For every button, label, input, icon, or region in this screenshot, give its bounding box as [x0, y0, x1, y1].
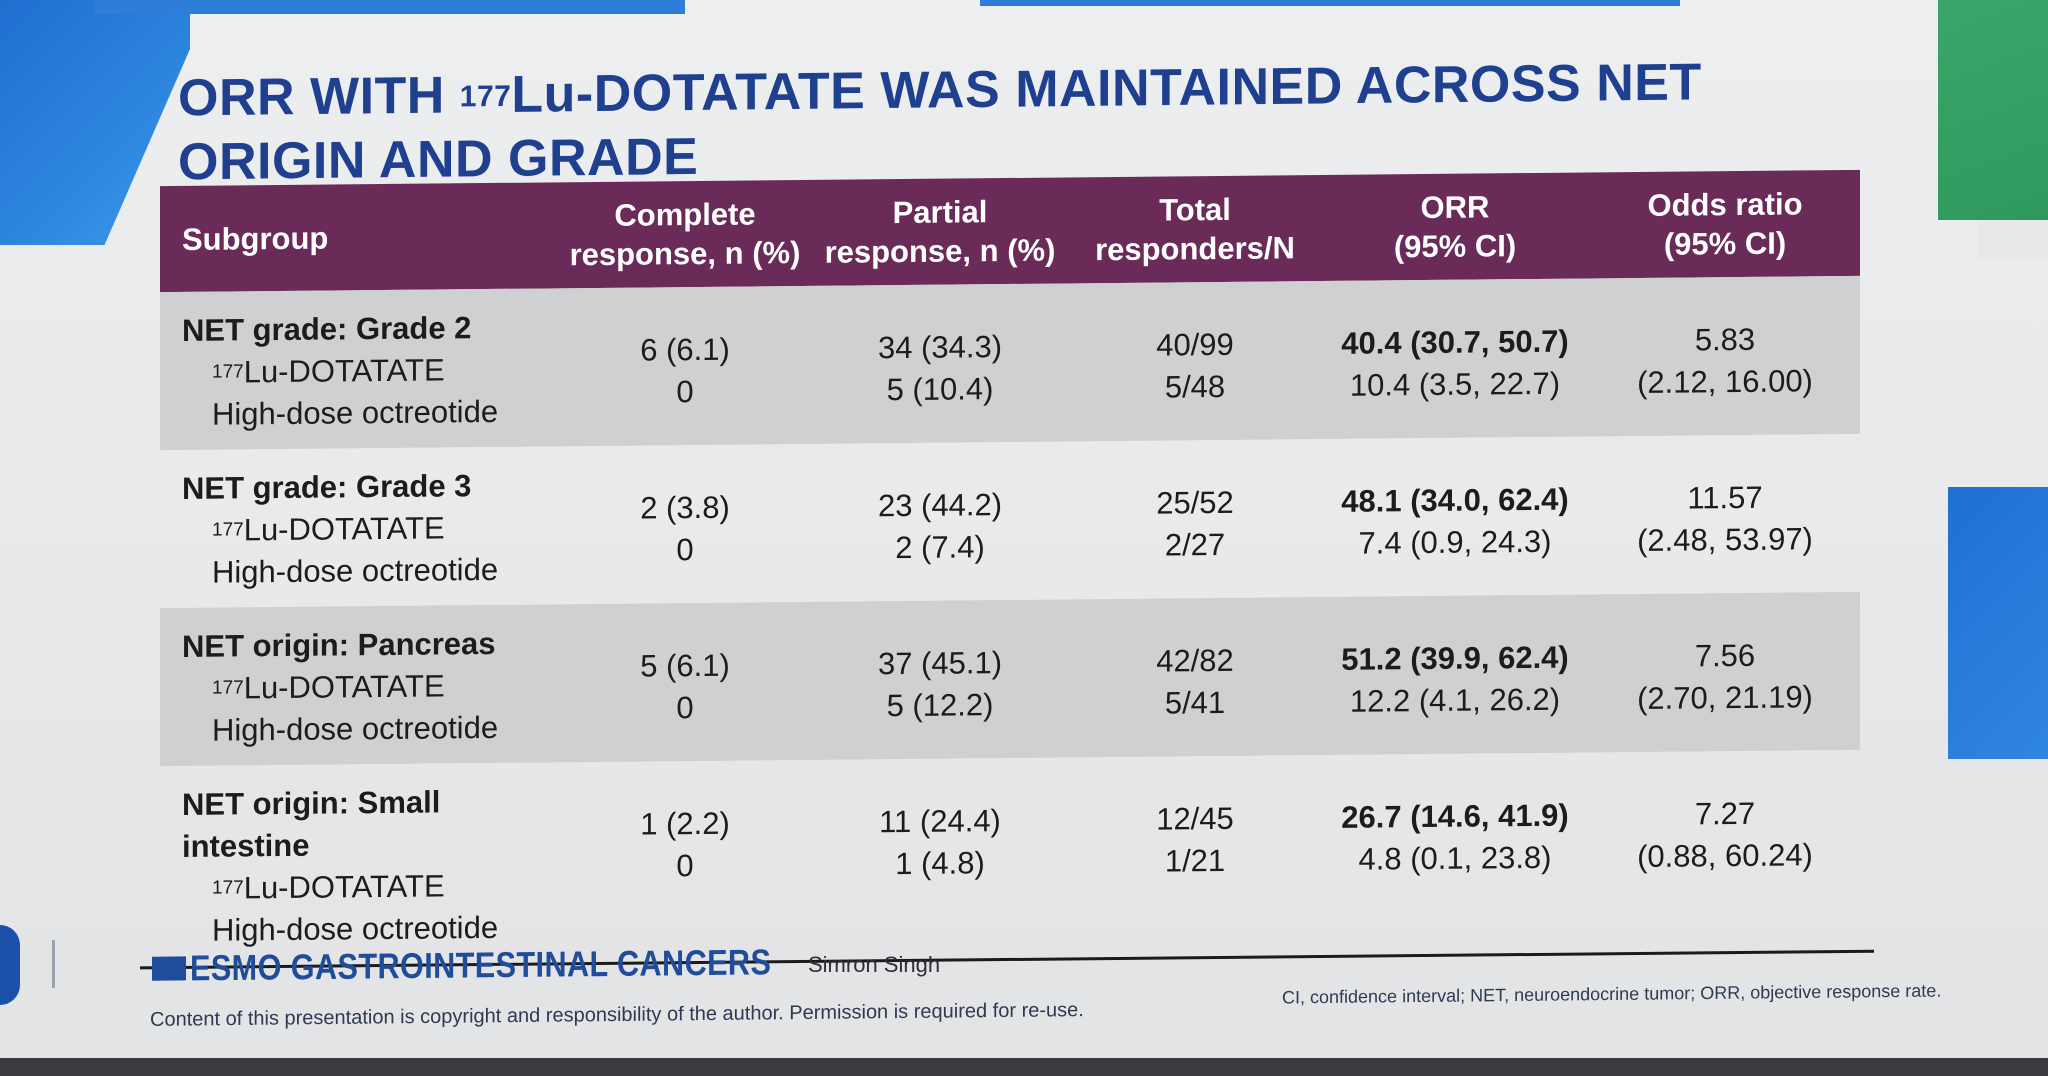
logo-mark-icon	[152, 956, 186, 981]
top-stripe-decoration	[980, 0, 1680, 6]
total-cell: 25/52 2/27	[1156, 484, 1234, 563]
orr-cell: 40.4 (30.7, 50.7) 10.4 (3.5, 22.7)	[1341, 323, 1569, 403]
odds-cell: 5.83 (2.12, 16.00)	[1637, 321, 1813, 400]
corner-decoration-top-right	[1938, 0, 2048, 220]
partial-cell: 34 (34.3) 5 (10.4)	[877, 329, 1003, 408]
complete-cell: 2 (3.8) 0	[640, 489, 730, 568]
side-decoration-left	[0, 925, 20, 1005]
table-row: NET grade: Grade 3 177Lu-DOTATATE High-d…	[160, 434, 1860, 608]
copyright-notice: Content of this presentation is copyrigh…	[150, 999, 1084, 1031]
orr-cell: 48.1 (34.0, 62.4) 7.4 (0.9, 24.3)	[1341, 481, 1569, 561]
esmo-logo: ESMO GASTROINTESTINAL CANCERS	[152, 940, 874, 990]
subgroup-cell: NET grade: Grade 3 177Lu-DOTATATE High-d…	[182, 468, 499, 590]
table-header: Subgroup Complete response, n (%) Partial…	[160, 169, 1860, 293]
complete-cell: 1 (2.2) 0	[640, 805, 730, 884]
table-row: NET origin: Small intestine 177Lu-DOTATA…	[160, 750, 1860, 966]
odds-cell: 7.56 (2.70, 21.19)	[1637, 637, 1813, 716]
bottom-bar	[0, 1058, 2048, 1076]
header-partial-response: Partial response, n (%)	[824, 194, 1056, 270]
total-cell: 40/99 5/48	[1156, 326, 1234, 405]
side-decoration-right	[1948, 487, 2048, 759]
header-odds-ratio: Odds ratio (95% CI)	[1647, 186, 1803, 262]
header-subgroup: Subgroup	[182, 220, 329, 257]
top-stripe-decoration	[95, 0, 685, 14]
subgroup-cell: NET origin: Small intestine 177Lu-DOTATA…	[182, 784, 499, 948]
header-total-responders: Total responders/N	[1095, 191, 1295, 268]
total-cell: 42/82 5/41	[1156, 642, 1234, 721]
corner-decoration-gap	[1978, 220, 2048, 260]
partial-cell: 37 (45.1) 5 (12.2)	[877, 645, 1003, 724]
header-orr: ORR (95% CI)	[1393, 189, 1517, 265]
abbreviations-note: CI, confidence interval; NET, neuroendoc…	[1282, 980, 1942, 1008]
logo-text: ESMO GASTROINTESTINAL CANCERS	[190, 941, 772, 989]
table-row: NET origin: Pancreas 177Lu-DOTATATE High…	[160, 591, 1860, 767]
side-divider	[52, 940, 55, 988]
table-row: NET grade: Grade 2 177Lu-DOTATATE High-d…	[160, 275, 1860, 451]
odds-cell: 7.27 (0.88, 60.24)	[1637, 795, 1813, 874]
total-cell: 12/45 1/21	[1156, 800, 1234, 879]
partial-cell: 11 (24.4) 1 (4.8)	[879, 803, 1001, 882]
orr-cell: 26.7 (14.6, 41.9) 4.8 (0.1, 23.8)	[1341, 797, 1569, 877]
results-table: Subgroup Complete response, n (%) Partial…	[140, 169, 1874, 970]
complete-cell: 6 (6.1) 0	[640, 331, 730, 410]
subgroup-cell: NET grade: Grade 2 177Lu-DOTATATE High-d…	[182, 310, 499, 432]
author-name: Simron Singh	[808, 952, 941, 977]
orr-cell: 51.2 (39.9, 62.4) 12.2 (4.1, 26.2)	[1341, 639, 1569, 719]
complete-cell: 5 (6.1) 0	[640, 647, 730, 726]
partial-cell: 23 (44.2) 2 (7.4)	[877, 487, 1003, 566]
subgroup-cell: NET origin: Pancreas 177Lu-DOTATATE High…	[182, 625, 499, 748]
odds-cell: 11.57 (2.48, 53.97)	[1637, 479, 1813, 558]
header-complete-response: Complete response, n (%)	[569, 196, 801, 273]
